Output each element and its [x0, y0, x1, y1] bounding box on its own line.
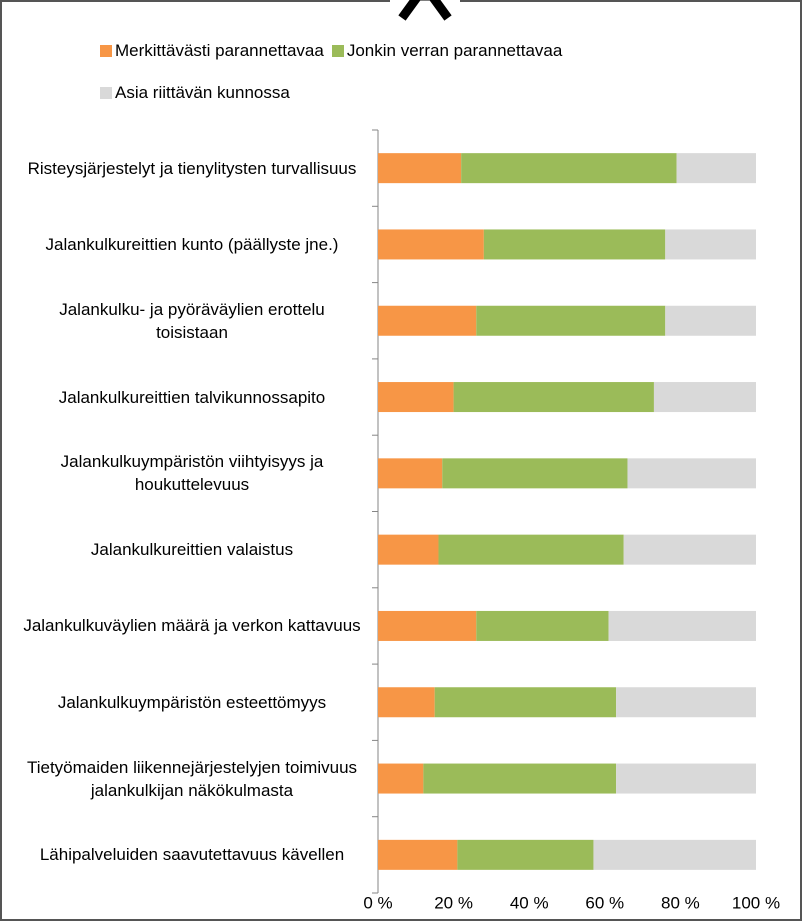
bar-segment: [627, 458, 756, 489]
legend-swatch: [100, 45, 112, 57]
bar-segment: [434, 687, 617, 718]
arrow-shape: [398, 0, 452, 21]
bar-segment: [442, 458, 628, 489]
border-gap: [390, 0, 460, 14]
bar-segment: [378, 458, 443, 489]
bar-segment: [378, 382, 454, 413]
legend-swatch: [100, 87, 112, 99]
x-tick-label: 60 %: [585, 893, 624, 912]
category-label: Jalankulkuympäristön viihtyisyys ja houk…: [60, 452, 324, 495]
legend-item: Jonkin verran parannettavaa: [331, 30, 563, 72]
bar-segment: [616, 687, 756, 718]
category-label: Jalankulkureittien talvikunnossapito: [58, 387, 326, 407]
category-label: Jalankulkuympäristön esteettömyys: [57, 692, 327, 712]
x-tick-label: 20 %: [434, 893, 473, 912]
bar-segment: [608, 610, 756, 641]
legend-item: Asia riittävän kunnossa: [100, 72, 290, 114]
bar-segment: [453, 382, 654, 413]
bar-segment: [378, 305, 477, 336]
legend-swatch: [331, 45, 344, 57]
legend-label: Merkittävästi parannettavaa: [115, 41, 324, 60]
bar-segment: [378, 610, 477, 641]
category-label: Tietyömaiden liikennejärjestelyjen toimi…: [26, 757, 358, 800]
bar-segment: [378, 839, 458, 870]
bar-segment: [593, 839, 756, 870]
bar-segment: [616, 763, 756, 794]
bar-segment: [653, 382, 756, 413]
x-tick-label: 80 %: [661, 893, 700, 912]
legend: Merkittävästi parannettavaa Jonkin verran…: [100, 30, 760, 114]
bar-segment: [378, 229, 484, 260]
bar-segment: [461, 153, 677, 184]
bar-segment: [665, 229, 756, 260]
category-label: Jalankulkureittien kunto (päällyste jne.…: [45, 234, 339, 254]
bar-segment: [457, 839, 594, 870]
category-label: Risteysjärjestelyt ja tienylitysten turv…: [27, 158, 357, 178]
bar-segment: [483, 229, 666, 260]
bar-segment: [476, 305, 666, 336]
bar-segment: [378, 687, 435, 718]
bar-segment: [423, 763, 617, 794]
x-tick-label: 0 %: [363, 893, 392, 912]
x-tick-label: 40 %: [510, 893, 549, 912]
category-label: Lähipalveluiden saavutettavuus kävellen: [39, 845, 345, 865]
bar-segment: [665, 305, 756, 336]
bar-segment: [378, 534, 439, 565]
x-tick-label: 100 %: [732, 893, 780, 912]
bar-segment: [378, 763, 424, 794]
category-label: Jalankulku- ja pyöräväylien erottelu toi…: [59, 299, 325, 342]
bar-segment: [676, 153, 756, 184]
category-label: Jalankulkuväylien määrä ja verkon kattav…: [23, 616, 361, 636]
bar-segment: [623, 534, 756, 565]
legend-label: Asia riittävän kunnossa: [115, 83, 290, 102]
bar-segment: [476, 610, 609, 641]
legend-label: Jonkin verran parannettavaa: [346, 41, 563, 60]
bar-segment: [438, 534, 624, 565]
category-label: Jalankulkureittien valaistus: [90, 540, 294, 560]
legend-item: Merkittävästi parannettavaa: [100, 30, 324, 72]
bar-segment: [378, 153, 462, 184]
